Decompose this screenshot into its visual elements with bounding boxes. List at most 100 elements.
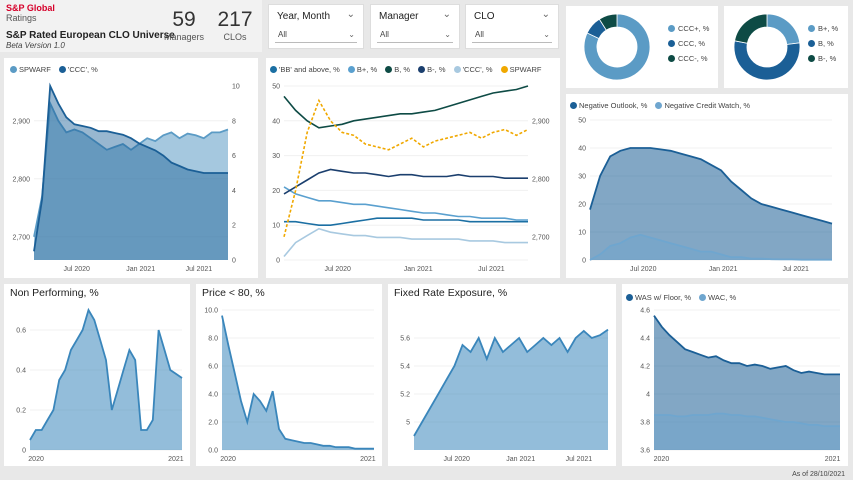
x-tick-label: Jul 2020 [63,266,90,273]
slicer-dropdown[interactable]: All ⌄ [275,27,357,43]
non-performing-panel: Non Performing, % 0 0.2 0.4 0.6 2020 2021 [4,284,190,466]
y-tick-label: 10.0 [204,308,218,315]
kpi-value: 217 [217,8,253,31]
y-tick-label: 4.4 [640,336,650,343]
slicer-clo[interactable]: CLO ⌄ All ⌄ [465,4,559,49]
header-panel: S&P Global Ratings S&P Rated European CL… [0,0,262,52]
y2-tick-label: 0 [232,258,236,265]
y-tick-label: 3.6 [640,448,650,455]
legend-dot [668,40,675,47]
slicer-dropdown[interactable]: All ⌄ [472,27,552,43]
x-tick-label: Jan 2021 [126,266,155,273]
legend-item: CCC, % [668,39,709,48]
legend-label: B, % [818,39,834,48]
outlook-chart: 0 10 20 30 40 50 Jul 2020 Jan 2021 Jul 2021 [578,118,833,273]
legend-item: B-, % [808,54,838,63]
brand-name: S&P Global [6,3,55,13]
brand-sub: Ratings [6,13,37,23]
spwarf-ccc-chart: 2,700 2,800 2,900 0 2 4 6 8 10 Jul 2020 Jan 2021 Ju… [12,82,240,273]
y2-tick-label: 2,700 [532,234,550,241]
legend-label: B-, % [427,65,446,74]
y-tick-label: 0.4 [16,368,26,375]
legend-item: B, % [808,39,838,48]
rating-buckets-chart: 0 10 20 30 40 50 2,700 2,800 2,900 Jul 2020 Jan 20… [272,84,550,274]
was-wac-chart: 3.6 3.8 4 4.2 4.4 4.6 2020 2021 [640,308,840,464]
legend-item: CCC+, % [668,24,709,33]
chevron-down-icon[interactable]: ⌄ [346,9,355,20]
legend-item: SPWARF [500,65,541,74]
y2-tick-label: 2,800 [532,176,550,183]
legend-item: 'CCC', % [58,65,98,74]
series-line-0 [29,307,183,441]
legend-item: B-, % [418,65,446,74]
legend-dot [10,66,17,73]
panel-title: Fixed Rate Exposure, % [394,287,508,299]
y-tick-label: 0.6 [16,328,26,335]
x-tick-label: 2020 [220,456,236,463]
legend-dot [668,55,675,62]
series-line-0 [284,217,528,226]
legend-dot [699,294,707,301]
legend-dot [808,40,815,47]
legend-item: B+, % [808,24,838,33]
legend-label: 'BB' and above, % [279,65,340,74]
y-tick-label: 50 [578,118,586,125]
x-tick-label: Jul 2021 [566,456,593,463]
donut-slice-2 [734,13,768,44]
ccc-donut-chart [583,13,651,81]
y-tick-label: 5.2 [400,392,410,399]
y-tick-label: 3.8 [640,420,650,427]
series-line-4 [283,227,528,258]
slicer-dropdown[interactable]: All ⌄ [377,27,453,43]
series-line-0 [589,147,833,225]
fixed-rate-chart: 5 5.2 5.4 5.6 Jul 2020 Jan 2021 Jul 2021 [400,328,609,463]
chevron-down-icon: ⌄ [543,30,550,39]
legend-dot [626,294,633,301]
y-tick-label: 0 [276,258,280,265]
chevron-down-icon[interactable]: ⌄ [541,9,550,20]
x-tick-label: 2021 [168,456,184,463]
y-tick-label: 4.6 [640,308,650,315]
as-of-date: As of 28/10/2021 [792,471,845,478]
y-tick-label: 20 [272,188,280,195]
kpi-value: 59 [172,8,196,31]
legend-item: WAS w/ Floor, % [626,293,691,302]
legend-label: B-, % [818,54,837,63]
x-tick-label: 2020 [28,456,44,463]
slicer-title: CLO [474,11,495,22]
legend-label: B, % [394,65,411,74]
legend-label: SPWARF [19,65,51,74]
version-label: Beta Version 1.0 [6,41,65,50]
b-donut-legend: B+, % B, % B-, % [808,24,838,69]
series-line-0 [221,315,374,450]
donut-slice-0 [583,13,651,81]
y-tick-label: 10 [272,223,280,230]
x-tick-label: Jul 2021 [186,266,213,273]
chart-legend: Negative Outlook, % Negative Credit Watc… [570,101,756,110]
slicer-manager[interactable]: Manager ⌄ All ⌄ [370,4,460,49]
legend-dot [500,66,508,73]
slicer-title: Year, Month [277,11,331,22]
legend-label: 'CCC', % [67,65,98,74]
slicer-year-month[interactable]: Year, Month ⌄ All ⌄ [268,4,364,49]
chevron-down-icon[interactable]: ⌄ [442,9,451,20]
y-tick-label: 40 [272,118,280,125]
panel-title: Non Performing, % [10,287,99,299]
legend-label: CCC-, % [678,54,708,63]
donut-slice-1 [733,40,801,81]
series-line-0 [33,99,229,237]
y2-tick-label: 4 [232,188,236,195]
legend-label: CCC+, % [678,24,710,33]
chevron-down-icon: ⌄ [444,30,451,39]
legend-item: SPWARF [10,65,51,74]
series-area-1 [34,86,228,260]
legend-item: 'BB' and above, % [270,65,340,74]
legend-item: Negative Credit Watch, % [655,101,750,110]
panel-title: Price < 80, % [202,287,265,299]
x-tick-label: Jul 2020 [443,456,470,463]
legend-label: Negative Credit Watch, % [664,101,751,110]
x-tick-label: 2021 [360,456,376,463]
legend-item: 'CCC', % [453,65,493,74]
y-tick-label: 0.0 [208,448,218,455]
x-tick-label: Jul 2020 [324,266,351,273]
